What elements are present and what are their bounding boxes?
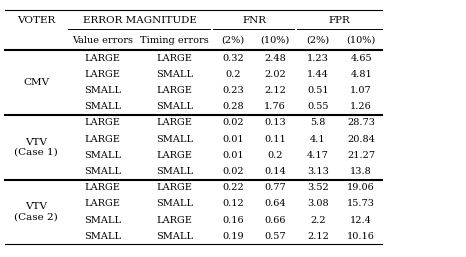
Text: 2.2: 2.2 [310,216,326,225]
Text: 3.13: 3.13 [307,167,329,176]
Text: LARGE: LARGE [85,183,120,192]
Text: SMALL: SMALL [84,151,121,160]
Text: LARGE: LARGE [157,54,192,63]
Text: SMALL: SMALL [84,232,121,241]
Text: SMALL: SMALL [84,86,121,95]
Text: 0.51: 0.51 [307,86,329,95]
Text: FNR: FNR [242,16,266,25]
Text: CMV: CMV [23,78,49,87]
Text: 0.01: 0.01 [222,151,244,160]
Text: VTV
(Case 1): VTV (Case 1) [14,137,58,157]
Text: 20.84: 20.84 [347,135,375,144]
Text: SMALL: SMALL [156,199,193,208]
Text: VTV
(Case 2): VTV (Case 2) [14,202,58,222]
Text: SMALL: SMALL [84,216,121,225]
Text: 0.2: 0.2 [225,70,241,79]
Text: 28.73: 28.73 [347,118,375,127]
Text: 0.66: 0.66 [264,216,286,225]
Text: 0.19: 0.19 [222,232,244,241]
Text: VOTER: VOTER [17,16,55,25]
Text: ERROR MAGNITUDE: ERROR MAGNITUDE [83,16,197,25]
Text: Value errors: Value errors [72,36,133,45]
Text: 0.32: 0.32 [222,54,244,63]
Text: 1.23: 1.23 [307,54,329,63]
Text: 1.44: 1.44 [307,70,329,79]
Text: 0.13: 0.13 [264,118,286,127]
Text: SMALL: SMALL [156,167,193,176]
Text: LARGE: LARGE [157,183,192,192]
Text: 3.52: 3.52 [307,183,329,192]
Text: 1.07: 1.07 [350,86,372,95]
Text: 1.76: 1.76 [264,102,286,111]
Text: 0.57: 0.57 [264,232,286,241]
Text: 4.65: 4.65 [350,54,372,63]
Text: (10%): (10%) [260,36,289,45]
Text: SMALL: SMALL [156,70,193,79]
Text: (10%): (10%) [347,36,376,45]
Text: SMALL: SMALL [84,167,121,176]
Text: 0.64: 0.64 [264,199,286,208]
Text: LARGE: LARGE [85,135,120,144]
Text: Timing errors: Timing errors [140,36,209,45]
Text: 0.12: 0.12 [222,199,244,208]
Text: 0.02: 0.02 [222,167,244,176]
Text: 5.8: 5.8 [310,118,326,127]
Text: 2.48: 2.48 [264,54,286,63]
Text: 15.73: 15.73 [347,199,375,208]
Text: LARGE: LARGE [85,54,120,63]
Text: FPR: FPR [328,16,350,25]
Text: 1.26: 1.26 [350,102,372,111]
Text: LARGE: LARGE [157,216,192,225]
Text: 0.14: 0.14 [264,167,286,176]
Text: 2.12: 2.12 [307,232,329,241]
Text: 4.81: 4.81 [350,70,372,79]
Text: 21.27: 21.27 [347,151,375,160]
Text: 3.08: 3.08 [307,199,329,208]
Text: SMALL: SMALL [156,135,193,144]
Text: (2%): (2%) [307,36,329,45]
Text: 13.8: 13.8 [350,167,372,176]
Text: 0.16: 0.16 [222,216,244,225]
Text: 2.02: 2.02 [264,70,286,79]
Text: 0.2: 0.2 [267,151,283,160]
Text: 19.06: 19.06 [347,183,375,192]
Text: LARGE: LARGE [85,118,120,127]
Text: 4.1: 4.1 [310,135,326,144]
Text: SMALL: SMALL [156,102,193,111]
Text: SMALL: SMALL [156,232,193,241]
Text: 0.01: 0.01 [222,135,244,144]
Text: 4.17: 4.17 [307,151,329,160]
Text: 0.11: 0.11 [264,135,286,144]
Text: (2%): (2%) [221,36,245,45]
Text: LARGE: LARGE [85,70,120,79]
Text: 12.4: 12.4 [350,216,372,225]
Text: 0.55: 0.55 [307,102,329,111]
Text: 0.77: 0.77 [264,183,286,192]
Text: 2.12: 2.12 [264,86,286,95]
Text: 0.28: 0.28 [222,102,244,111]
Text: LARGE: LARGE [157,118,192,127]
Text: SMALL: SMALL [84,102,121,111]
Text: 10.16: 10.16 [347,232,375,241]
Text: LARGE: LARGE [157,151,192,160]
Text: 0.22: 0.22 [222,183,244,192]
Text: 0.02: 0.02 [222,118,244,127]
Text: LARGE: LARGE [85,199,120,208]
Text: LARGE: LARGE [157,86,192,95]
Text: 0.23: 0.23 [222,86,244,95]
